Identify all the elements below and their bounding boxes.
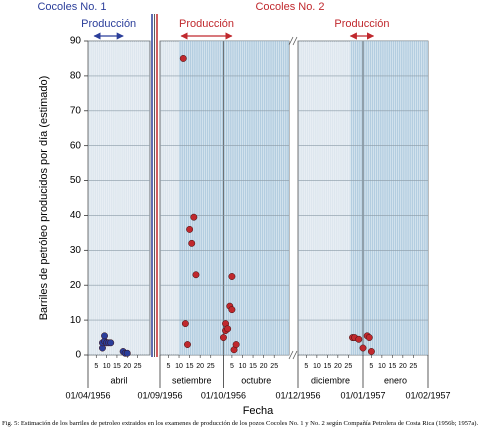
day-tick-label: 15	[113, 363, 121, 370]
y-tick-label: 60	[70, 140, 82, 151]
well-title: Cocoles No. 1	[37, 1, 106, 13]
month-label: abril	[110, 375, 127, 385]
annotation-label: Producción	[179, 18, 234, 30]
day-tick-label: 20	[123, 363, 131, 370]
data-point	[190, 213, 198, 221]
chart: Barriles de petróleo producidos por día …	[37, 1, 450, 417]
shaded-span	[350, 41, 428, 355]
data-point	[188, 239, 196, 247]
date-tick-label: 01/01/1957	[340, 390, 385, 400]
day-tick-label: 5	[369, 363, 373, 370]
data-point	[359, 344, 367, 352]
date-tick-label: 01/04/1956	[65, 390, 110, 400]
day-tick-label: 10	[239, 363, 247, 370]
data-point	[107, 339, 115, 347]
day-tick-label: 25	[344, 363, 352, 370]
date-tick-label: 01/10/1956	[201, 390, 246, 400]
axis-break	[288, 36, 294, 46]
day-tick-label: 20	[196, 363, 204, 370]
y-tick-label: 0	[75, 350, 81, 361]
axis-break	[289, 351, 298, 359]
day-tick-label: 5	[94, 363, 98, 370]
axis-break	[288, 350, 294, 360]
day-tick-label: 5	[230, 363, 234, 370]
plot-background	[87, 40, 429, 356]
data-point	[184, 341, 191, 348]
data-point	[228, 273, 236, 280]
day-tick-label: 10	[103, 363, 111, 370]
data-point	[101, 332, 108, 340]
day-tick-label: 5	[167, 363, 171, 370]
annotation-label: Producción	[334, 18, 389, 30]
data-point	[186, 225, 194, 233]
x-axis-label: Fecha	[243, 405, 274, 417]
day-tick-label: 15	[249, 363, 257, 370]
y-tick-label: 30	[70, 245, 82, 256]
axis-break	[292, 350, 298, 360]
data-point	[224, 325, 232, 333]
y-tick-label: 20	[70, 280, 82, 291]
day-tick-label: 20	[334, 363, 342, 370]
data-point	[123, 349, 131, 357]
data-point	[179, 54, 187, 62]
data-point	[181, 320, 189, 328]
day-tick-label: 15	[186, 363, 194, 370]
day-tick-label: 25	[134, 363, 142, 370]
data-point	[232, 341, 240, 348]
month-label: enero	[384, 375, 407, 385]
y-tick-label: 40	[70, 210, 82, 221]
figure-caption: Fig. 5: Estimación de los barriles de pe…	[2, 420, 479, 427]
day-tick-label: 5	[304, 363, 308, 370]
date-tick-label: 01/02/1957	[405, 390, 450, 400]
data-point	[192, 271, 200, 279]
y-tick-label: 70	[70, 105, 82, 116]
data-point	[367, 348, 375, 355]
day-tick-label: 20	[260, 363, 268, 370]
y-tick-label: 50	[70, 175, 82, 186]
day-tick-label: 10	[175, 363, 183, 370]
y-tick-label: 10	[70, 315, 82, 326]
y-tick-label: 80	[70, 71, 82, 82]
day-tick-label: 20	[399, 363, 407, 370]
month-label: octubre	[241, 375, 271, 385]
day-tick-label: 15	[388, 363, 396, 370]
y-axis-label: Barriles de petróleo producidos por día …	[38, 76, 50, 321]
annotation-label: Producción	[81, 18, 136, 30]
date-tick-label: 01/12/1956	[275, 390, 320, 400]
data-point	[219, 334, 227, 342]
day-tick-label: 25	[270, 363, 278, 370]
month-label: setiembre	[172, 375, 212, 385]
date-tick-label: 01/09/1956	[137, 390, 182, 400]
day-tick-label: 15	[323, 363, 331, 370]
well-title: Cocoles No. 2	[255, 1, 324, 13]
data-point	[365, 334, 373, 342]
day-tick-label: 25	[207, 363, 215, 370]
y-tick-label: 90	[70, 36, 82, 47]
day-tick-label: 25	[409, 363, 417, 370]
data-point	[355, 335, 363, 343]
month-label: diciembre	[311, 375, 350, 385]
day-tick-label: 10	[378, 363, 386, 370]
axis-break	[292, 36, 298, 46]
axis-break	[289, 37, 298, 45]
data-point	[228, 306, 236, 314]
day-tick-label: 10	[313, 363, 321, 370]
